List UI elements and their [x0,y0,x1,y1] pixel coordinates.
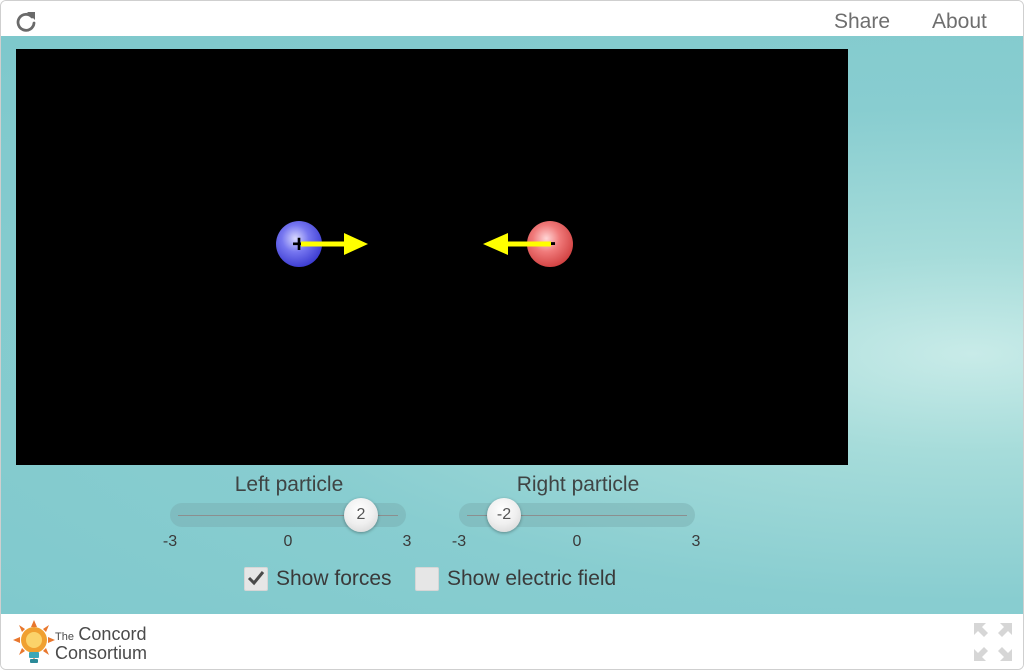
right-slider-track [467,515,687,516]
show-electric-field-box[interactable] [415,567,439,591]
left-slider-tick-min: -3 [162,533,178,550]
share-link[interactable]: Share [834,10,891,33]
show-forces-checkbox[interactable]: Show forces [244,567,392,591]
left-slider-track [178,515,398,516]
about-link[interactable]: About [932,10,987,33]
left-slider-thumb[interactable]: 2 [344,498,378,532]
left-force-arrow [301,233,368,255]
concord-logo-icon[interactable] [12,619,56,665]
show-forces-label: Show forces [276,567,392,590]
right-slider[interactable]: -2 [459,498,695,532]
right-slider-tick-min: -3 [451,533,467,550]
right-slider-tick-max: 3 [691,533,701,550]
fullscreen-icon[interactable] [972,621,1014,663]
top-bar: Share About [1,1,1023,36]
concord-logo-text[interactable]: The Concord Consortium [55,624,148,663]
simulation-stage: + - Left particle 2 -3 [1,36,1023,614]
footer: The Concord Consortium [1,614,1023,669]
right-slider-thumb[interactable]: -2 [487,498,521,532]
left-slider[interactable]: 2 [170,498,406,532]
show-electric-field-checkbox[interactable]: Show electric field [415,567,616,591]
left-slider-tick-mid: 0 [283,533,293,550]
logo-concord: Concord [78,624,147,644]
logo-the: The [55,631,74,643]
right-slider-title: Right particle [516,473,640,496]
left-slider-tick-max: 3 [402,533,412,550]
checkmark-icon [247,571,265,586]
right-force-arrow [483,233,551,255]
show-forces-box[interactable] [244,567,268,591]
simulation-canvas[interactable]: + - [16,49,848,465]
logo-consortium: Consortium [55,643,148,663]
left-slider-title: Left particle [234,473,344,496]
left-particle[interactable]: + [276,221,322,267]
right-particle-sign: - [548,229,556,256]
reload-icon[interactable] [14,10,38,34]
right-slider-tick-mid: 0 [572,533,582,550]
show-electric-field-label: Show electric field [447,567,617,590]
left-particle-sign: + [292,231,306,258]
